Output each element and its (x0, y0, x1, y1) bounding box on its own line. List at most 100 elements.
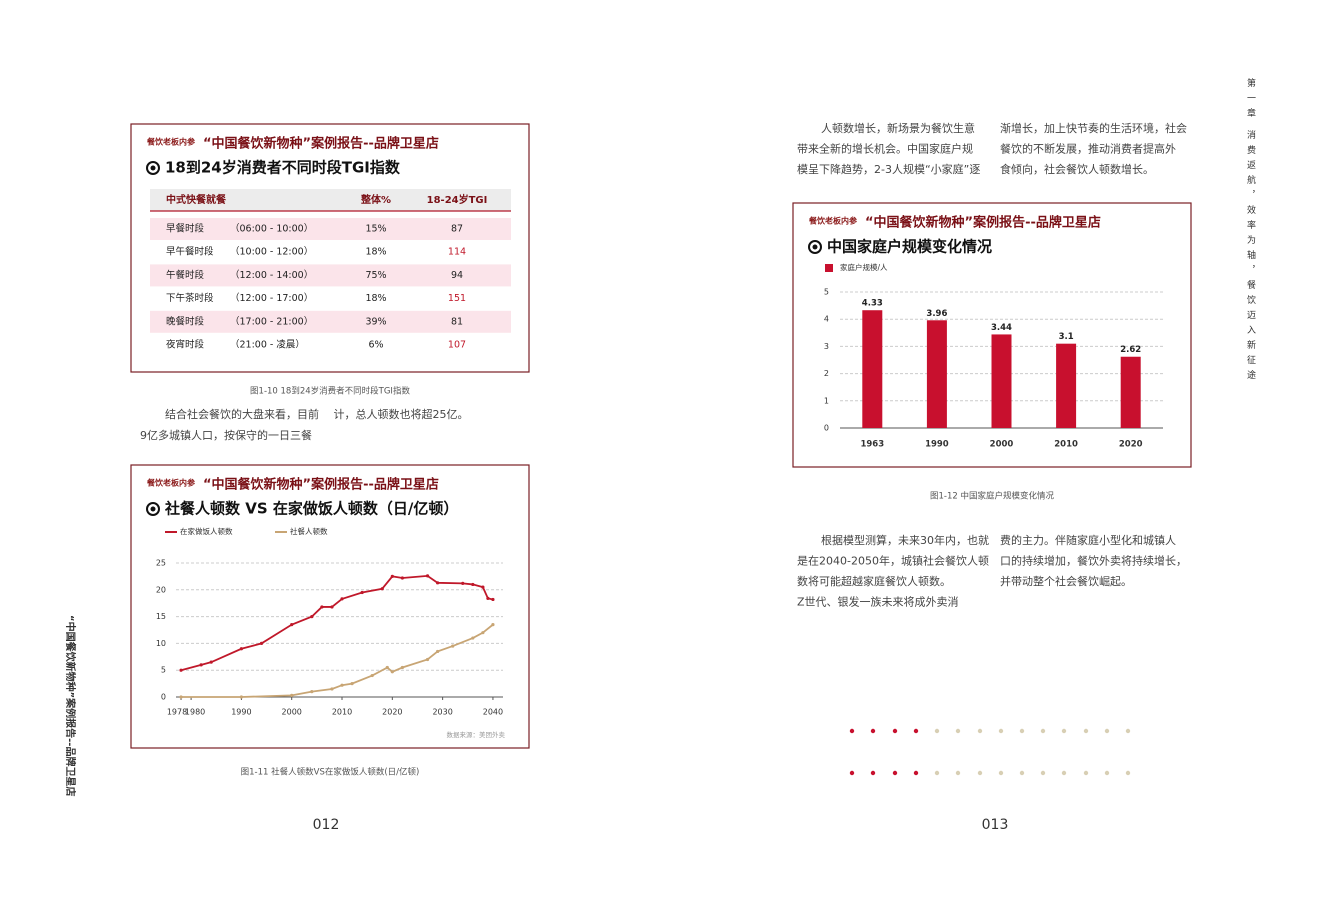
bar (1120, 356, 1141, 428)
point (330, 687, 334, 691)
title-icon (808, 240, 822, 254)
table-cell: 151 (448, 293, 466, 304)
value-label: 3.1 (1059, 332, 1074, 342)
x-tick-label: 2000 (282, 708, 302, 717)
point (481, 585, 485, 589)
y-tick-label: 0 (824, 424, 829, 433)
x-tick-label: 2020 (382, 708, 402, 717)
point (320, 605, 324, 609)
point (436, 649, 440, 654)
point (471, 582, 475, 587)
point (425, 657, 430, 662)
brand: 餐饮老板内参 (146, 137, 196, 147)
point (481, 631, 485, 635)
title-icon (150, 165, 156, 171)
point (491, 597, 495, 602)
table-cell: 39% (365, 316, 386, 327)
title-icon (812, 244, 818, 250)
point (350, 682, 354, 686)
panel-border (130, 464, 530, 749)
table-cell: 18% (365, 247, 386, 258)
bar (991, 334, 1012, 428)
table-cell: （10:00 - 12:00） (230, 246, 313, 258)
point (451, 644, 455, 648)
table-header-bg (150, 189, 511, 211)
bar (1056, 343, 1077, 428)
point (436, 581, 440, 585)
point (370, 673, 374, 678)
point (491, 623, 495, 627)
body-text: 餐饮的不断发展，推动消费者提高外 (1000, 142, 1176, 156)
body-text: 结合社会餐饮的大盘来看，目前 计，总人顿数也将超25亿。 (165, 407, 469, 421)
x-tick-label: 2010 (1054, 440, 1078, 450)
brand: 餐饮老板内参 (146, 478, 196, 488)
point (340, 683, 344, 687)
title-icon (146, 502, 160, 516)
table-row-bg (150, 218, 511, 240)
point (310, 615, 314, 619)
spine-left: “中国餐饮新物种”案例报告--品牌卫星店 (64, 615, 77, 796)
dots (849, 728, 1131, 776)
table-cell: 早午餐时段 (166, 246, 214, 258)
point (209, 660, 213, 664)
title-icon (150, 506, 156, 512)
table-cell: 18% (365, 293, 386, 304)
point (340, 597, 344, 601)
body-text: 费的主力。伴随家庭小型化和城镇人 (1000, 533, 1176, 547)
x-tick-label: 2010 (332, 708, 352, 717)
legend-label: 在家做饭人顿数 (180, 526, 233, 536)
point (199, 663, 203, 667)
caption: 图1-12 中国家庭户规模变化情况 (930, 491, 1054, 502)
point (179, 695, 183, 699)
point (360, 590, 364, 595)
report-title: “中国餐饮新物种”案例报告--品牌卫星店 (203, 136, 439, 152)
point (461, 581, 465, 585)
table-header: 整体% (360, 193, 391, 206)
value-label: 4.33 (862, 299, 883, 309)
x-tick-label: 1990 (231, 708, 251, 717)
x-tick-label: 1978 (167, 708, 187, 717)
chapter-title: 消费返航，效率为轴，餐饮迈入新征途 (1245, 129, 1256, 385)
table-cell: 107 (448, 340, 466, 351)
point (471, 636, 475, 640)
page-number: 012 (313, 817, 340, 833)
y-tick-label: 5 (824, 288, 829, 297)
bar (862, 310, 883, 428)
point (310, 690, 314, 694)
table-row-bg (150, 310, 511, 333)
brand: 餐饮老板内参 (808, 216, 858, 226)
y-tick-label: 4 (824, 315, 829, 324)
table-cell: 下午茶时段 (166, 292, 214, 304)
body-text: 并带动整个社会餐饮崛起。 (1000, 574, 1132, 588)
body-text: 渐增长，加上快节奏的生活环境，社会 (1000, 121, 1187, 135)
point (239, 695, 243, 699)
body-text: 食倾向，社会餐饮人顿数增长。 (1000, 162, 1154, 176)
point (259, 641, 264, 646)
table-cell: （06:00 - 10:00） (230, 223, 313, 235)
table-cell: （17:00 - 21:00） (230, 315, 313, 327)
table-cell: 早餐时段 (166, 223, 205, 235)
x-tick-label: 2040 (483, 708, 503, 717)
body-text: 9亿多城镇人口，按保守的一日三餐 (140, 428, 312, 442)
table-cell: 114 (448, 247, 466, 258)
chapter: 第一章 (1245, 77, 1256, 123)
point (400, 665, 404, 670)
table-cell: 6% (368, 340, 383, 351)
x-tick-label: 1990 (925, 440, 949, 450)
x-tick-label: 2000 (990, 440, 1014, 450)
point (486, 596, 490, 600)
y-tick-label: 2 (824, 369, 829, 378)
table-cell: （12:00 - 14:00） (230, 269, 313, 281)
value-label: 2.62 (1120, 345, 1141, 355)
table-cell: 夜宵时段 (166, 339, 205, 351)
value-label: 3.44 (991, 323, 1012, 333)
panel-title: 社餐人顿数 VS 在家做饭人顿数（日/亿顿） (164, 500, 458, 518)
point (400, 576, 404, 580)
point (390, 670, 394, 674)
table-cell: 午餐时段 (166, 269, 205, 281)
y-tick-label: 25 (156, 559, 166, 568)
panel-border (792, 202, 1192, 468)
x-tick-label: 1980 (185, 708, 205, 717)
y-tick-label: 20 (156, 585, 166, 594)
